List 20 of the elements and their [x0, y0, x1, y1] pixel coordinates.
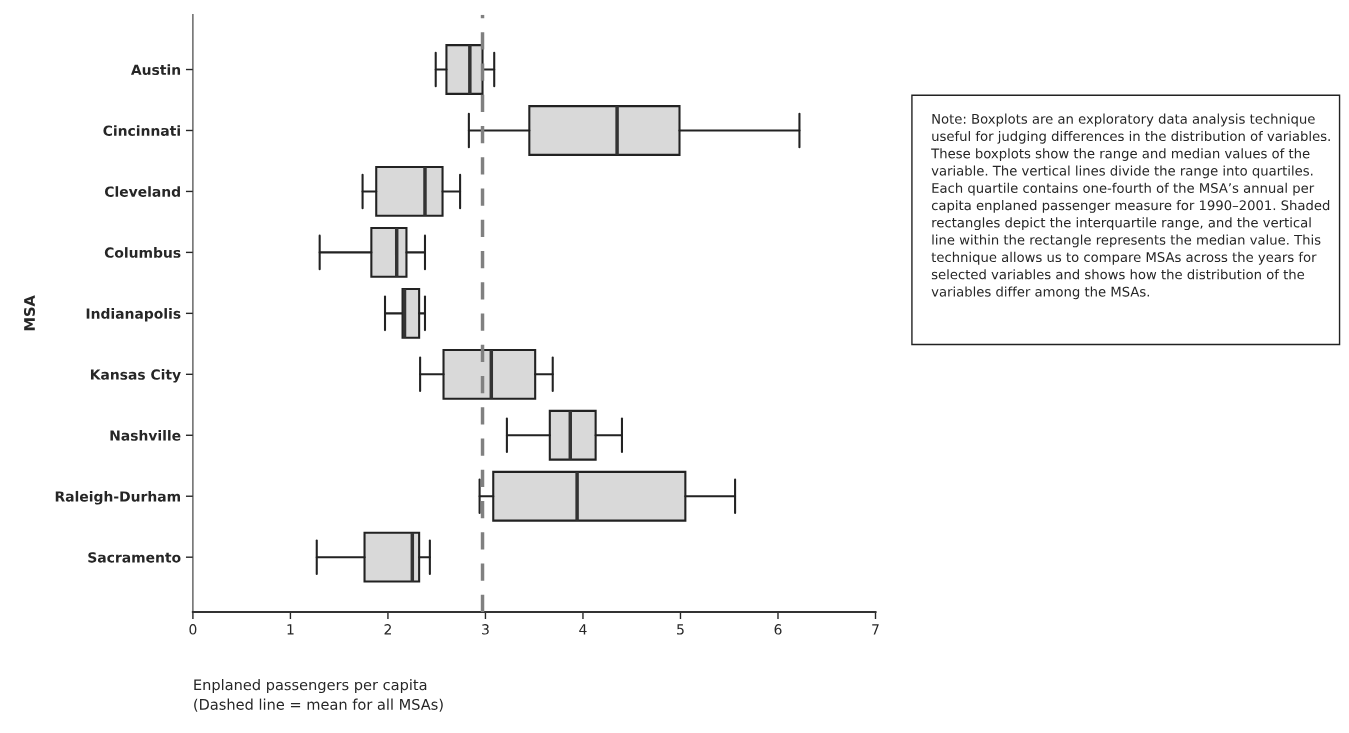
y-tick-label: Sacramento	[88, 552, 181, 563]
y-tick-label: Columbus	[104, 247, 181, 258]
x-tick-label: 0	[189, 624, 197, 635]
x-tick-label: 4	[579, 624, 587, 635]
text: Note: Boxplots are an exploratory data analysis technique useful for judging differences in the distribution of variables. These boxplots show the range and median values of the variable. The vertical lines divide the range into quartiles. Each quartile contains one-fourth of the MSA’s annual per capita enplaned passenger measure for 1990–2001. Shaded rectangles depict the interquartile range, and the vertical line within the rectangle represents the median value. This technique allows us to compare MSAs across the years for selected variables and shows how the distribution of the variables differ among the MSAs.	[931, 113, 1330, 300]
y-tick-label: Nashville	[110, 430, 181, 441]
y-axis-title: MSA	[23, 295, 36, 331]
y-tick-label: Raleigh-Durham	[55, 490, 180, 505]
x-axis-title: Enplaned passengers per capita (Dashed line = mean for all MSAs)	[194, 678, 443, 712]
x-tick-label: 3	[482, 624, 489, 635]
x-tick-label: 2	[384, 624, 391, 635]
y-tick-label: Cincinnati	[103, 125, 180, 136]
y-tick-label: Indianapolis	[86, 308, 181, 322]
x-tick-label: 5	[677, 624, 684, 635]
x-tick-label: 1	[287, 624, 294, 635]
y-tick-label: Kansas City	[90, 369, 181, 383]
x-tick-label: 7	[872, 624, 879, 635]
y-tick-label: Austin	[130, 64, 181, 75]
x-tick-label: 6	[774, 624, 782, 635]
y-tick-label: Cleveland	[104, 186, 180, 197]
